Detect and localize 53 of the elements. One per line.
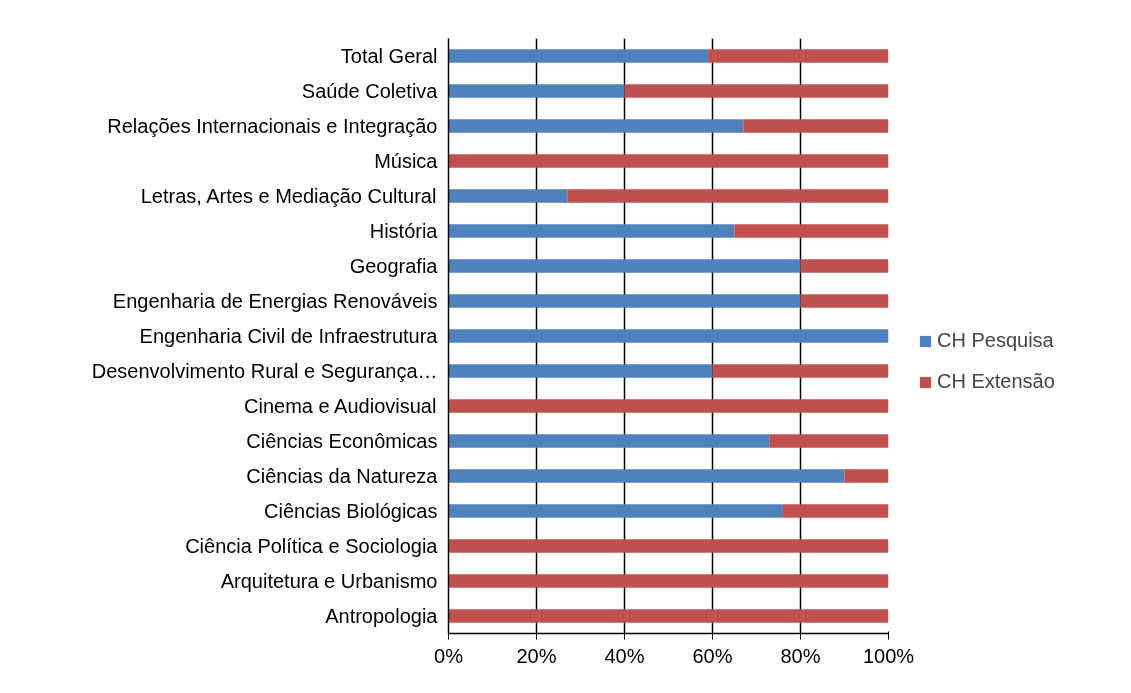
y-tick-label: Total Geral <box>340 45 438 67</box>
bar <box>448 399 889 413</box>
y-tick-label: Engenharia Civil de Infraestrutura <box>139 325 439 347</box>
bar <box>448 294 801 308</box>
bar <box>624 84 889 98</box>
x-tick-label: 20% <box>516 644 557 667</box>
x-tick-label: 40% <box>604 644 645 667</box>
bar <box>769 434 889 448</box>
bar <box>448 224 735 238</box>
bar <box>448 259 801 273</box>
bar <box>800 259 889 273</box>
bar <box>448 364 713 378</box>
y-tick-label: Letras, Artes e Mediação Cultural <box>140 185 437 207</box>
bar <box>712 364 889 378</box>
y-tick-label: Cinema e Audiovisual <box>244 395 437 417</box>
bar <box>844 469 889 483</box>
y-tick-label: História <box>369 220 439 242</box>
y-tick-label: Ciências Biológicas <box>264 500 438 522</box>
x-tick-label: 60% <box>692 644 733 667</box>
bar <box>448 609 889 623</box>
y-tick-label: Engenharia de Energias Renováveis <box>112 290 438 312</box>
x-tick-label: 0% <box>434 644 464 667</box>
bar <box>782 504 889 518</box>
bar <box>708 49 889 63</box>
y-tick-label: Ciências Econômicas <box>246 430 438 452</box>
bar <box>800 294 889 308</box>
bar <box>448 154 889 168</box>
bar <box>448 189 568 203</box>
x-tick-label: 100% <box>862 644 915 667</box>
bar <box>734 224 889 238</box>
bar <box>448 469 845 483</box>
y-tick-label: Desenvolvimento Rural e Segurança… <box>91 360 438 382</box>
bar <box>448 329 889 343</box>
legend-label: CH Pesquisa <box>937 329 1054 352</box>
bar <box>743 119 889 133</box>
x-tick-label: 80% <box>780 644 821 667</box>
y-tick-label: Relações Internacionais e Integração <box>107 115 438 137</box>
bar <box>448 504 783 518</box>
bar <box>448 119 744 133</box>
bar <box>448 434 770 448</box>
y-tick-label: Música <box>374 150 439 172</box>
y-tick-label: Ciência Política e Sociologia <box>185 535 439 557</box>
bar <box>448 84 625 98</box>
bar <box>448 539 889 553</box>
bar <box>567 189 889 203</box>
bar <box>448 574 889 588</box>
y-tick-label: Saúde Coletiva <box>301 80 439 102</box>
y-tick-label: Ciências da Natureza <box>246 465 439 487</box>
y-tick-label: Geografia <box>349 255 439 277</box>
y-tick-label: Antropologia <box>325 605 439 627</box>
legend-label: CH Extensão <box>937 370 1055 393</box>
y-tick-label: Arquitetura e Urbanismo <box>220 570 438 592</box>
bar <box>448 49 709 63</box>
